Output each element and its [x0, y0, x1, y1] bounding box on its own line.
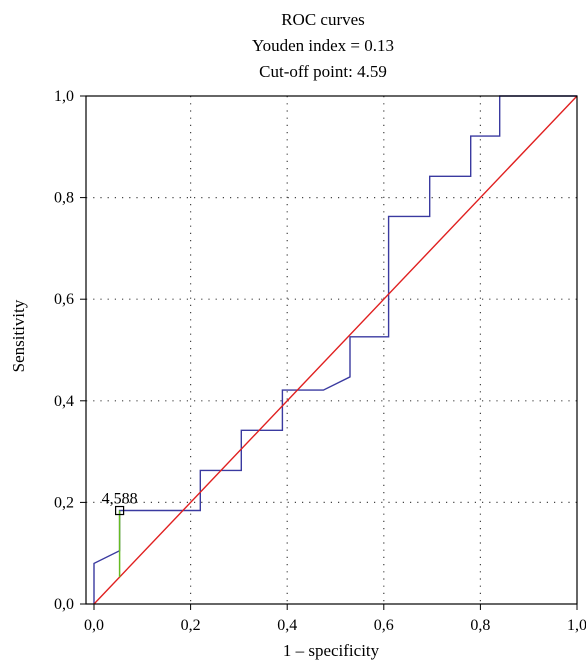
roc-curve-line — [93, 95, 577, 604]
y-tick-label: 0,8 — [54, 190, 74, 207]
y-tick-label: 1,0 — [54, 88, 74, 105]
youden-group: 4,588 — [102, 491, 138, 578]
y-axis-label: Sensitivity — [9, 299, 28, 372]
y-tick-label: 0,4 — [54, 393, 74, 410]
x-tick-label: 0,6 — [374, 617, 394, 634]
x-tick-label: 0,2 — [181, 617, 201, 634]
series-group — [93, 95, 578, 605]
y-tick-label: 0,0 — [54, 596, 74, 613]
grid-lines — [86, 96, 577, 604]
cutoff-point-label: 4,588 — [102, 491, 138, 508]
y-tick-label: 0,6 — [54, 291, 74, 308]
chart-subtitle-cutoff: Cut-off point: 4.59 — [259, 62, 387, 81]
x-tick-label: 0,0 — [84, 617, 104, 634]
plot-frame — [85, 95, 578, 605]
x-axis-label: 1 – specificity — [283, 641, 380, 660]
reference-diagonal-line — [93, 95, 578, 605]
x-tick-label: 0,8 — [470, 617, 490, 634]
y-tick-label: 0,2 — [54, 494, 74, 511]
cutoff-point-marker — [114, 505, 125, 516]
axis-ticks: 0,0 0,2 0,4 0,6 0,8 1,0 0,0 0,2 0,4 0,6 0,8 1,0 — [54, 88, 586, 634]
x-tick-label: 1,0 — [567, 617, 586, 634]
x-tick-label: 0,4 — [277, 617, 297, 634]
chart-title: ROC curves — [281, 10, 365, 29]
chart-subtitle-youden: Youden index = 0.13 — [252, 36, 394, 55]
